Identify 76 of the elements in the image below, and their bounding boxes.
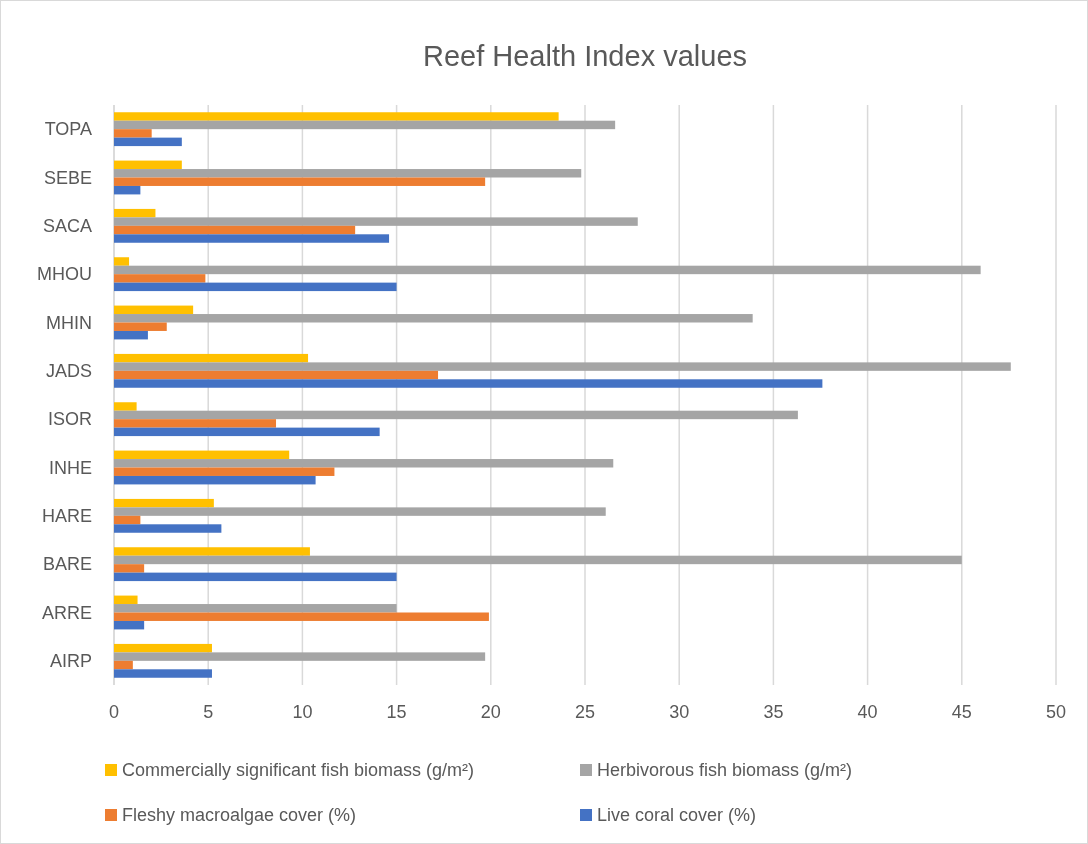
bar — [114, 660, 133, 670]
bar — [114, 234, 390, 243]
x-tick-label: 0 — [108, 702, 120, 722]
y-tick-label: SEBE — [43, 167, 92, 188]
bar — [114, 669, 212, 678]
bar — [114, 322, 167, 331]
bar — [114, 507, 606, 516]
bar — [114, 555, 962, 565]
bar — [114, 595, 138, 605]
bar — [114, 129, 152, 138]
x-tick-label: 35 — [763, 702, 784, 722]
bar — [114, 459, 614, 468]
y-tick-label: ISOR — [47, 409, 92, 430]
y-tick-label: ARRE — [41, 602, 92, 623]
bar — [114, 467, 335, 476]
x-tick-label: 10 — [292, 702, 313, 722]
legend-label: Live coral cover (%) — [597, 805, 757, 826]
chart-title: Reef Health Index values — [422, 40, 748, 72]
bar — [114, 225, 356, 235]
bar — [114, 208, 156, 218]
x-tick-label: 50 — [1045, 702, 1067, 722]
bar — [114, 370, 439, 380]
bar — [114, 362, 1011, 371]
x-tick-label: 5 — [203, 702, 214, 722]
bar — [114, 419, 277, 428]
bar — [114, 450, 290, 460]
x-tick-label: 20 — [480, 702, 501, 722]
bar — [114, 314, 753, 323]
x-tick-label: 15 — [386, 702, 407, 722]
bar — [114, 217, 638, 226]
legend-label: Herbivorous fish biomass (g/m²) — [597, 760, 853, 781]
bar — [114, 282, 397, 292]
bar — [114, 274, 206, 283]
bar — [114, 475, 316, 485]
bar — [114, 643, 212, 653]
bar — [114, 604, 397, 613]
bar — [114, 620, 145, 630]
y-tick-label: BARE — [42, 554, 92, 575]
bar — [114, 410, 798, 420]
legend-label: Fleshy macroalgae cover (%) — [122, 805, 357, 826]
y-tick-label: INHE — [48, 457, 92, 478]
x-tick-label: 45 — [951, 702, 972, 722]
bar — [114, 160, 182, 170]
y-tick-label: JADS — [45, 361, 92, 382]
y-tick-label: SACA — [42, 216, 92, 237]
bar — [114, 112, 559, 121]
x-tick-label: 30 — [669, 702, 690, 722]
y-tick-label: TOPA — [44, 119, 92, 140]
bar — [114, 547, 310, 556]
y-tick-label: MHIN — [46, 312, 92, 333]
bar — [114, 498, 214, 508]
bar — [114, 564, 145, 573]
bar — [114, 137, 182, 147]
legend-label: Commercially significant fish biomass (g/m²) — [122, 760, 475, 781]
bar — [114, 572, 397, 582]
bar — [114, 305, 194, 315]
bar — [114, 524, 222, 533]
y-tick-label: MHOU — [37, 264, 92, 285]
bar — [114, 402, 137, 411]
x-tick-label: 25 — [574, 702, 596, 722]
bar — [114, 169, 582, 178]
y-tick-label: HARE — [41, 506, 92, 527]
bar — [114, 427, 380, 437]
y-tick-label: AIRP — [49, 651, 92, 672]
bar — [114, 515, 141, 525]
bar — [114, 120, 616, 130]
bar — [114, 257, 130, 266]
bar — [114, 185, 141, 195]
bar — [114, 177, 486, 186]
bar — [114, 379, 823, 388]
bar — [114, 265, 981, 275]
bar — [114, 612, 489, 621]
x-tick-label: 40 — [857, 702, 878, 722]
bar — [114, 330, 148, 340]
bar — [114, 353, 309, 363]
bar — [114, 652, 486, 661]
